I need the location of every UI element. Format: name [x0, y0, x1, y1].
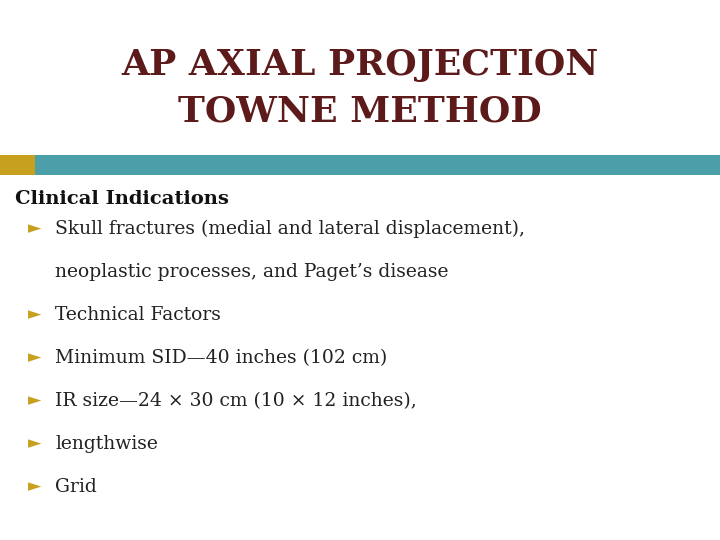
Text: lengthwise: lengthwise [55, 435, 158, 453]
Text: Clinical Indications: Clinical Indications [15, 190, 229, 208]
Text: TOWNE METHOD: TOWNE METHOD [178, 95, 542, 129]
Text: Technical Factors: Technical Factors [55, 306, 221, 324]
Text: Minimum SID—40 inches (102 cm): Minimum SID—40 inches (102 cm) [55, 349, 387, 367]
Text: AP AXIAL PROJECTION: AP AXIAL PROJECTION [121, 48, 599, 82]
Text: ►: ► [28, 478, 41, 495]
Text: ►: ► [28, 435, 41, 452]
Text: ►: ► [28, 220, 41, 237]
Text: ►: ► [28, 306, 41, 323]
Text: ►: ► [28, 349, 41, 366]
Text: IR size—24 × 30 cm (10 × 12 inches),: IR size—24 × 30 cm (10 × 12 inches), [55, 392, 417, 410]
Text: Grid: Grid [55, 478, 96, 496]
Bar [35, 155, 720, 175]
Text: neoplastic processes, and Paget’s disease: neoplastic processes, and Paget’s diseas… [55, 263, 449, 281]
Text: Skull fractures (medial and lateral displacement),: Skull fractures (medial and lateral disp… [55, 220, 525, 238]
Text: ►: ► [28, 392, 41, 409]
Bar [0, 155, 35, 175]
